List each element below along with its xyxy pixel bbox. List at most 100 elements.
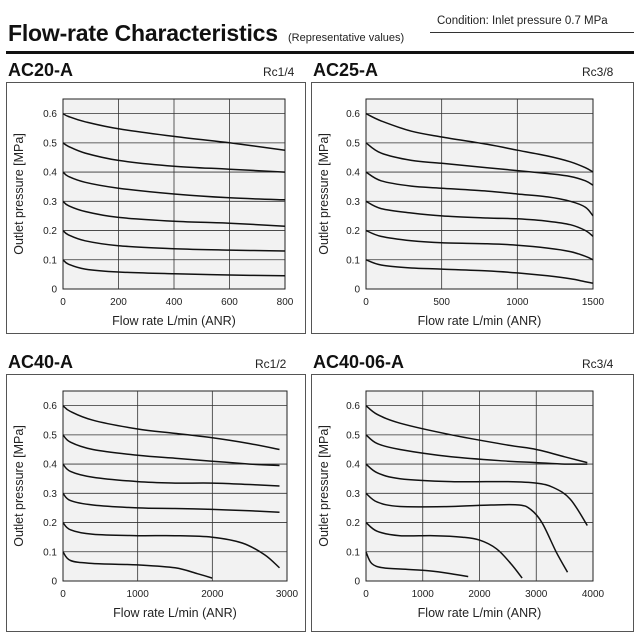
series-line-2: [62, 171, 286, 201]
x-axis-title: Flow rate L/min (ANR): [113, 606, 237, 620]
condition-note: Condition: Inlet pressure 0.7 MPa: [437, 15, 608, 27]
chart-frame: 0 1000 2000 3000 0 0.1 0.2 0.3 0.4 0.5 0.6 Flow rat…: [6, 374, 306, 632]
x-tick-label: 1000: [506, 297, 529, 308]
y-tick-label: 0.2: [346, 226, 360, 237]
series-line-2: [365, 171, 594, 217]
condition-underline: [430, 32, 634, 33]
y-tick-label: 0: [354, 285, 360, 296]
series-line-4: [365, 229, 594, 261]
x-axis-title: Flow rate L/min (ANR): [112, 314, 236, 328]
port-label: Rc1/4: [263, 65, 295, 79]
x-tick-label: 200: [110, 297, 127, 308]
series-line-3: [62, 200, 286, 227]
model-label: AC40-A: [8, 352, 74, 372]
y-tick-label: 0.5: [43, 138, 57, 149]
chart-svg: 0 1000 2000 3000 0 0.1 0.2 0.3 0.4 0.5 0.6 Flow rat…: [12, 390, 299, 620]
port-label: Rc1/2: [255, 357, 287, 371]
header: Condition: Inlet pressure 0.7 MPa Flow-r…: [0, 0, 640, 60]
y-tick-label: 0.1: [43, 547, 57, 558]
x-axis-title: Flow rate L/min (ANR): [418, 314, 542, 328]
y-tick-label: 0.4: [346, 168, 360, 179]
y-axis-title: Outlet pressure [MPa]: [12, 425, 26, 547]
x-tick-label: 1000: [127, 589, 150, 600]
series-line-5: [62, 259, 286, 277]
y-tick-label: 0.4: [43, 460, 57, 471]
series-line-5: [365, 259, 594, 284]
series-line-1: [62, 142, 286, 173]
y-tick-label: 0.6: [43, 401, 57, 412]
y-tick-label: 0.2: [43, 518, 57, 529]
y-axis-title: Outlet pressure [MPa]: [12, 133, 26, 255]
y-tick-label: 0.3: [43, 197, 57, 208]
x-tick-label: 2000: [468, 589, 491, 600]
y-axis-title: Outlet pressure [MPa]: [317, 425, 331, 547]
y-tick-label: 0.6: [346, 401, 360, 412]
model-label: AC40-06-A: [313, 352, 405, 372]
x-tick-label: 800: [277, 297, 294, 308]
x-tick-label: 0: [363, 297, 369, 308]
chart-frame: 0 1000 2000 3000 4000 0 0.1 0.2 0.3 0.4 0.5 0.6 Flow…: [311, 374, 634, 632]
page-title: Flow-rate Characteristics: [8, 20, 278, 46]
y-tick-label: 0.5: [43, 430, 57, 441]
y-tick-label: 0.6: [346, 109, 360, 120]
y-tick-label: 0: [51, 285, 57, 296]
y-tick-label: 0.6: [43, 109, 57, 120]
y-tick-label: 0.4: [346, 460, 360, 471]
y-tick-label: 0.2: [43, 226, 57, 237]
x-tick-label: 1500: [582, 297, 605, 308]
chart-frame: 0 500 1000 1500 0 0.1 0.2 0.3 0.4 0.5 0.6 Flow rate…: [311, 82, 634, 334]
series-line-0: [62, 112, 286, 151]
y-tick-label: 0.1: [346, 255, 360, 266]
model-label: AC20-A: [8, 60, 74, 80]
page-subtitle: (Representative values): [288, 32, 405, 44]
plot-area: [365, 98, 594, 290]
x-tick-label: 3000: [525, 589, 548, 600]
chart-svg: 0 200 400 600 800 0 0.1 0.2 0.3 0.4 0.5 0.6 Flow rat…: [12, 98, 294, 328]
chart-svg: 0 1000 2000 3000 4000 0 0.1 0.2 0.3 0.4 0.5 0.6 Flow…: [317, 390, 605, 620]
series-line-2: [365, 463, 588, 526]
series-line-0: [62, 405, 280, 451]
series-line-3: [365, 200, 594, 237]
title-rule: [6, 51, 634, 54]
chart-svg: 0 500 1000 1500 0 0.1 0.2 0.3 0.4 0.5 0.6 Flow rate…: [317, 98, 605, 328]
port-label: Rc3/4: [582, 357, 614, 371]
x-tick-label: 0: [363, 589, 369, 600]
y-tick-label: 0.4: [43, 168, 57, 179]
y-tick-label: 0: [354, 577, 360, 588]
x-tick-label: 0: [60, 589, 66, 600]
series-line-1: [365, 142, 594, 186]
y-tick-label: 0.5: [346, 138, 360, 149]
series-line-4: [365, 521, 523, 579]
x-tick-label: 400: [166, 297, 183, 308]
model-label: AC25-A: [313, 60, 379, 80]
x-tick-label: 0: [60, 297, 66, 308]
series-line-0: [365, 112, 594, 173]
chart-frame: 0 200 400 600 800 0 0.1 0.2 0.3 0.4 0.5 0.6 Flow rat…: [6, 82, 306, 334]
x-tick-label: 500: [433, 297, 450, 308]
series-line-1: [365, 434, 588, 465]
x-axis-title: Flow rate L/min (ANR): [418, 606, 542, 620]
series-line-2: [62, 463, 280, 487]
x-tick-label: 600: [221, 297, 238, 308]
port-label: Rc3/8: [582, 65, 614, 79]
x-tick-label: 1000: [412, 589, 435, 600]
y-tick-label: 0.1: [346, 547, 360, 558]
y-tick-label: 0: [51, 577, 57, 588]
x-tick-label: 3000: [276, 589, 299, 600]
y-tick-label: 0.3: [346, 489, 360, 500]
y-tick-label: 0.2: [346, 518, 360, 529]
y-tick-label: 0.3: [43, 489, 57, 500]
series-line-1: [62, 434, 280, 467]
series-line-4: [62, 229, 286, 252]
y-tick-label: 0.3: [346, 197, 360, 208]
x-tick-label: 2000: [201, 589, 224, 600]
x-tick-label: 4000: [582, 589, 605, 600]
series-line-5: [365, 551, 469, 578]
series-line-0: [365, 405, 588, 464]
series-line-5: [62, 551, 213, 579]
y-tick-label: 0.1: [43, 255, 57, 266]
series-line-3: [62, 492, 280, 514]
plot-area: [62, 390, 288, 582]
series-line-4: [62, 521, 280, 569]
y-axis-title: Outlet pressure [MPa]: [317, 133, 331, 255]
